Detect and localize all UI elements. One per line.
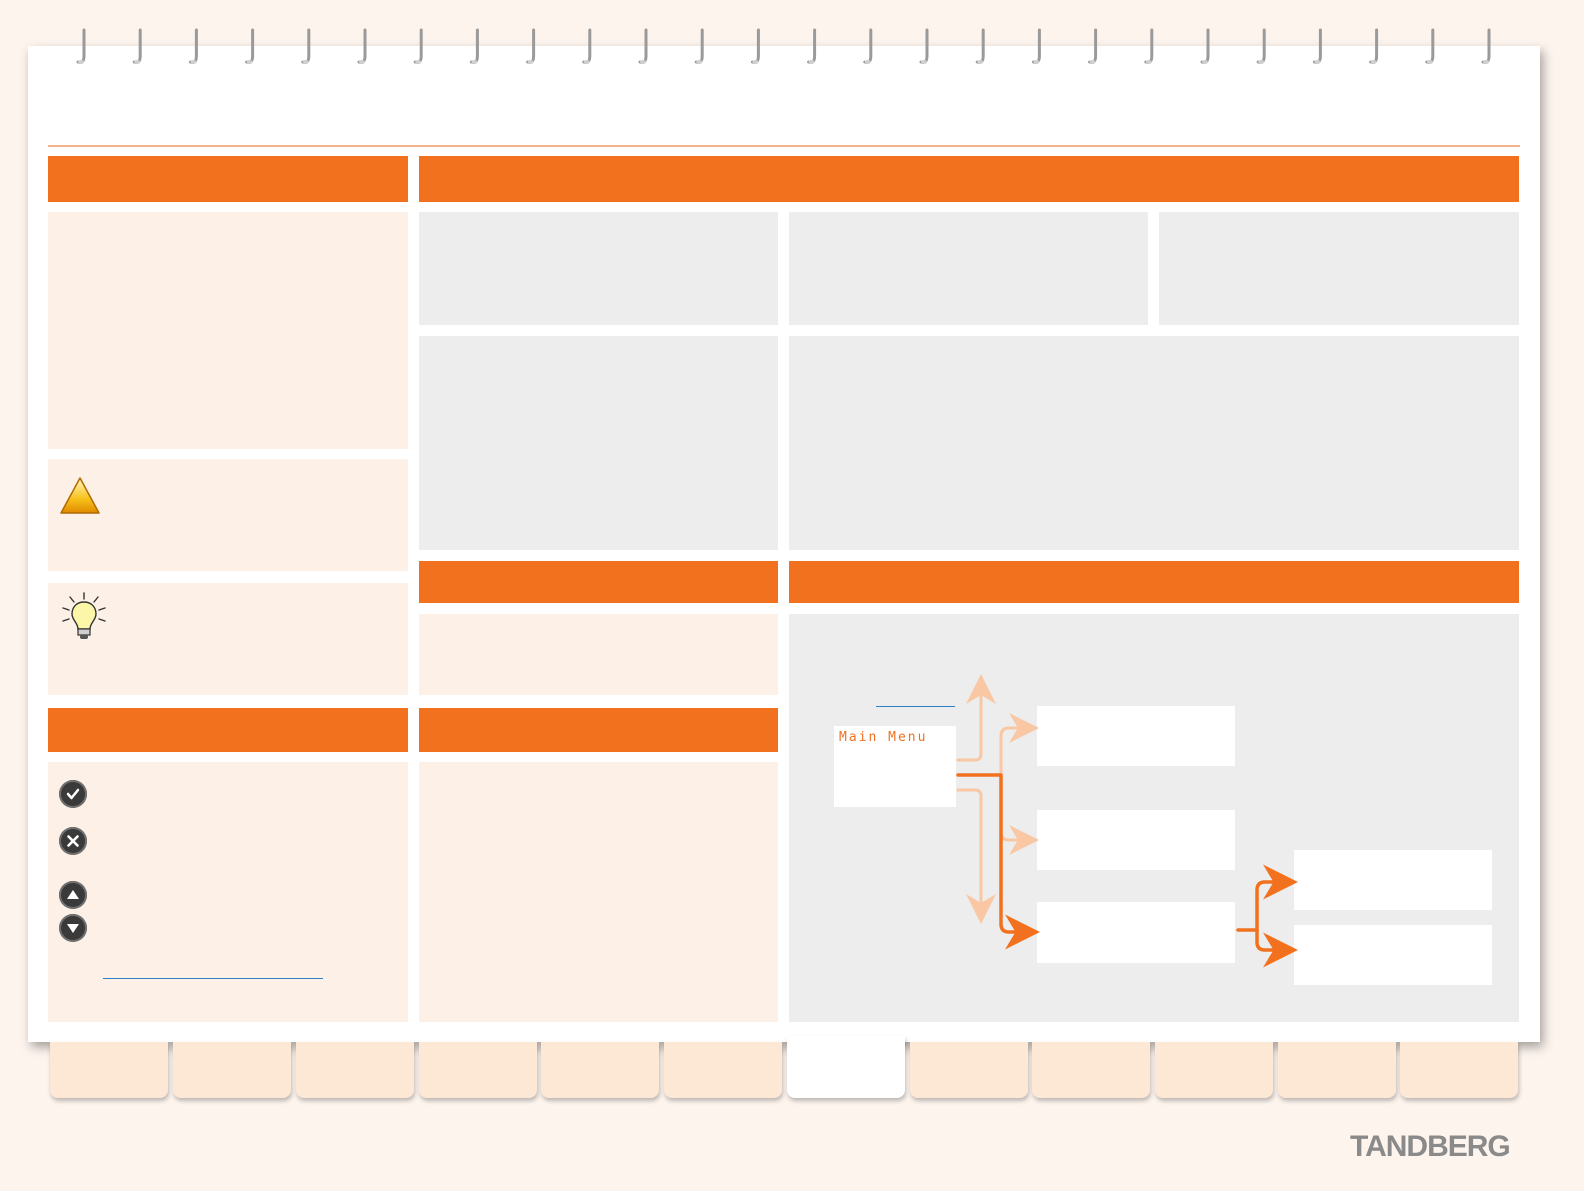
tandberg-logo: TANDBERG — [1350, 1130, 1511, 1163]
spiral-binding — [76, 28, 1491, 64]
tab-12[interactable] — [1400, 1042, 1518, 1098]
binding-hole — [359, 60, 365, 64]
left-intro-panel — [48, 212, 408, 449]
arrow-up-circle-icon — [59, 881, 87, 909]
binding-hole — [1202, 60, 1208, 64]
tab-8[interactable] — [910, 1042, 1028, 1098]
main-header-bar — [419, 156, 1519, 202]
tab-1[interactable] — [50, 1042, 168, 1098]
binding-hole — [864, 60, 871, 64]
mid-panel-2 — [419, 762, 778, 1022]
binding-hole — [190, 60, 197, 64]
binding-hole — [752, 60, 759, 64]
binding-hole — [808, 60, 815, 64]
mid-panel-1 — [419, 614, 778, 695]
binding-hole — [977, 60, 984, 64]
tip-panel — [48, 583, 408, 695]
binding-hole — [1033, 60, 1040, 64]
info-panel-2 — [789, 212, 1148, 325]
submenu-box-4 — [1294, 850, 1492, 910]
tab-6[interactable] — [664, 1042, 782, 1098]
binding-hole — [1370, 60, 1377, 64]
mid-header-bar-1 — [419, 561, 778, 603]
binding-hole — [1258, 60, 1265, 64]
binding-hole — [415, 60, 422, 64]
tab-11[interactable] — [1278, 1042, 1396, 1098]
binding-hole — [134, 60, 141, 64]
controls-panel — [48, 762, 408, 1022]
warning-panel — [48, 459, 408, 571]
binding-hole — [921, 60, 927, 64]
main-menu-box — [834, 726, 956, 807]
info-panel-1 — [419, 212, 778, 325]
menu-structure-header-bar — [789, 561, 1519, 603]
controls-link-underline[interactable] — [103, 978, 323, 979]
binding-hole — [696, 60, 703, 64]
lightbulb-icon — [62, 592, 106, 639]
tab-9[interactable] — [1032, 1042, 1150, 1098]
binding-hole — [1145, 60, 1152, 64]
info-panel-wide — [789, 336, 1519, 550]
controls-header-bar — [48, 708, 408, 752]
submenu-box-5 — [1294, 925, 1492, 985]
binding-hole — [302, 60, 309, 64]
submenu-box-1 — [1037, 706, 1235, 766]
binding-hole — [1089, 60, 1096, 64]
binding-hole — [1314, 60, 1321, 64]
warning-triangle-icon — [60, 477, 100, 514]
binding-hole — [471, 60, 478, 64]
info-panel-3 — [1159, 212, 1519, 325]
check-circle-icon — [59, 780, 87, 808]
tab-2[interactable] — [173, 1042, 291, 1098]
binding-hole — [246, 60, 253, 64]
tab-3[interactable] — [296, 1042, 414, 1098]
x-circle-icon — [59, 827, 87, 855]
submenu-box-3 — [1037, 902, 1235, 963]
tab-4[interactable] — [419, 1042, 537, 1098]
info-panel-4 — [419, 336, 778, 550]
binding-hole — [583, 60, 590, 64]
left-header-bar — [48, 156, 408, 202]
tab-5[interactable] — [541, 1042, 659, 1098]
binding-hole — [1483, 60, 1489, 64]
mid-header-bar-2 — [419, 708, 778, 752]
binding-hole — [78, 60, 84, 64]
main-menu-label: Main Menu — [839, 730, 928, 745]
binding-hole — [1426, 60, 1433, 64]
binding-hole — [640, 60, 646, 64]
binding-hole — [527, 60, 534, 64]
submenu-box-2 — [1037, 810, 1235, 870]
tab-10[interactable] — [1155, 1042, 1273, 1098]
header-rule — [48, 145, 1520, 147]
tab-7-active[interactable] — [787, 1036, 905, 1098]
arrow-down-circle-icon — [59, 914, 87, 942]
menu-link-underline[interactable] — [876, 706, 955, 707]
